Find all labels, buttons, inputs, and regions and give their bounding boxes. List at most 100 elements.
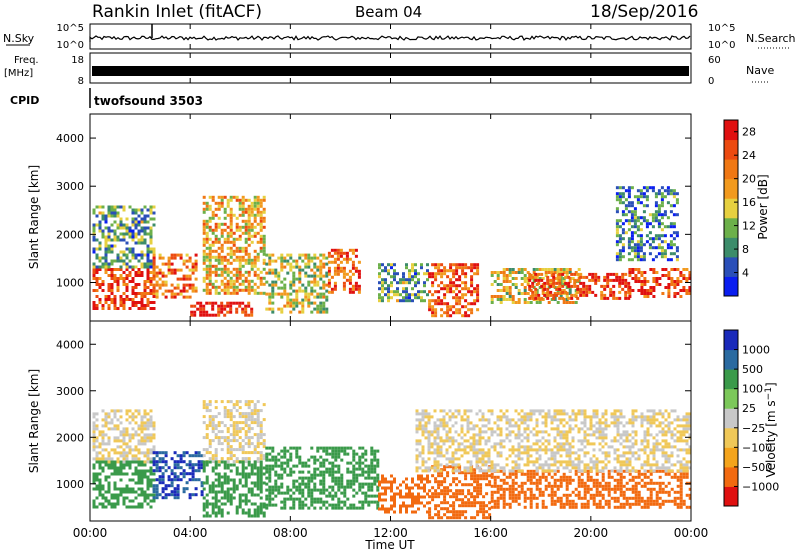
echo-cell: [214, 291, 218, 295]
echo-cell: [107, 457, 111, 461]
echo-cell: [502, 502, 506, 506]
echo-cell: [104, 298, 108, 301]
echo-cell: [92, 424, 96, 428]
echo-cell: [226, 225, 230, 229]
echo-cell: [514, 472, 518, 476]
echo-cell: [95, 265, 99, 269]
echo-cell: [95, 418, 99, 422]
echo-cell: [559, 481, 563, 485]
echo-cell: [188, 493, 192, 497]
echo-cell: [436, 427, 440, 431]
echo-cell: [214, 460, 218, 464]
echo-cell: [586, 499, 590, 503]
echo-cell: [411, 501, 414, 505]
echo-cell: [253, 264, 257, 268]
echo-cell: [454, 469, 458, 473]
echo-cell: [286, 491, 290, 495]
echo-cell: [402, 480, 405, 484]
echo-cell: [170, 457, 174, 461]
echo-cell: [280, 262, 284, 266]
echo-cell: [167, 271, 171, 275]
echo-cell: [663, 240, 667, 244]
echo-cell: [334, 506, 338, 510]
echo-cell: [182, 490, 186, 494]
echo-cell: [286, 301, 290, 305]
echo-cell: [490, 484, 494, 488]
echo-cell: [214, 225, 218, 229]
echo-cell: [634, 274, 638, 277]
echo-cell: [463, 418, 467, 422]
echo-cell: [499, 484, 503, 488]
echo-cell: [636, 255, 640, 259]
echo-cell: [455, 302, 459, 306]
echo-cell: [361, 503, 365, 507]
echo-cell: [134, 481, 138, 485]
echo-cell: [107, 247, 111, 251]
echo-cell: [289, 286, 293, 290]
echo-cell: [128, 307, 132, 310]
echo-cell: [583, 505, 587, 509]
echo-cell: [616, 496, 620, 500]
echo-cell: [322, 473, 326, 477]
echo-cell: [490, 295, 494, 298]
echo-cell: [298, 482, 302, 486]
echo-cell: [517, 271, 521, 274]
echo-cell: [146, 247, 150, 251]
echo-cell: [143, 226, 147, 230]
echo-cell: [514, 277, 518, 280]
echo-cell: [508, 484, 512, 488]
echo-cell: [146, 418, 150, 422]
echo-cell: [143, 220, 147, 224]
echo-cell: [325, 452, 329, 456]
echo-cell: [473, 290, 477, 294]
echo-cell: [161, 475, 165, 479]
echo-cell: [134, 457, 138, 461]
echo-cell: [446, 507, 450, 511]
echo-cell: [313, 301, 317, 305]
echo-cell: [669, 243, 673, 247]
echo-cell: [307, 259, 311, 263]
echo-cell: [125, 472, 129, 476]
echo-cell: [455, 516, 459, 520]
echo-cell: [307, 479, 311, 483]
echo-cell: [337, 500, 341, 504]
echo-cell: [202, 466, 206, 470]
echo-cell: [529, 475, 533, 479]
echo-cell: [434, 278, 438, 282]
echo-cell: [343, 446, 347, 450]
echo-cell: [547, 481, 551, 485]
echo-cell: [259, 198, 263, 202]
echo-cell: [431, 516, 435, 520]
echo-cell: [675, 231, 679, 235]
colorbar-tick-label: 28: [742, 126, 756, 139]
echo-cell: [421, 430, 425, 434]
echo-cell: [610, 475, 614, 479]
echo-cell: [396, 492, 399, 496]
echo-cell: [104, 253, 108, 257]
echo-cell: [190, 310, 194, 314]
echo-cell: [676, 277, 680, 280]
echo-cell: [226, 481, 230, 485]
echo-cell: [529, 301, 533, 304]
echo-cell: [205, 204, 209, 208]
echo-cell: [319, 268, 323, 272]
echo-cell: [446, 269, 450, 273]
echo-cell: [104, 244, 108, 248]
echo-cell: [571, 277, 575, 280]
echo-cell: [455, 263, 459, 267]
echo-cell: [421, 418, 425, 422]
echo-cell: [615, 234, 619, 238]
echo-cell: [322, 446, 326, 450]
echo-cell: [685, 268, 689, 271]
echo-cell: [652, 481, 656, 485]
echo-cell: [493, 463, 497, 467]
echo-cell: [354, 254, 358, 258]
echo-cell: [322, 482, 326, 486]
echo-cell: [613, 484, 617, 488]
echo-cell: [490, 298, 494, 301]
echo-cell: [651, 258, 655, 262]
echo-cell: [458, 296, 462, 300]
echo-cell: [670, 268, 674, 271]
echo-cell: [119, 238, 123, 242]
echo-cell: [537, 278, 541, 282]
